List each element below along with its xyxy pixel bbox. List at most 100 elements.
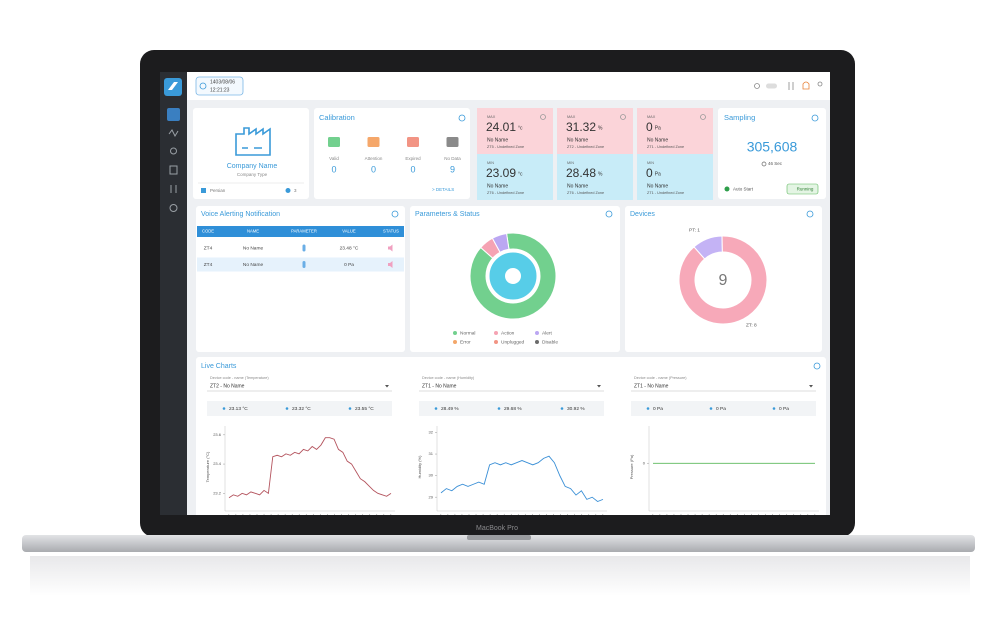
sensor-zone: ZT1 - Undefined Zone bbox=[647, 191, 684, 195]
y-tick-label: 23.6 bbox=[213, 432, 222, 437]
company-count: 3 bbox=[294, 188, 297, 193]
stats-bar bbox=[207, 401, 392, 416]
help-icon[interactable] bbox=[811, 114, 819, 122]
sensor-icon bbox=[620, 114, 626, 120]
card-title: Sampling bbox=[724, 113, 755, 122]
nav-transfer[interactable] bbox=[170, 185, 177, 193]
calibration-icon bbox=[446, 137, 459, 147]
top-icons bbox=[754, 81, 823, 90]
calibration-icon bbox=[407, 137, 419, 147]
legend-swatch bbox=[453, 340, 457, 344]
sidebar bbox=[160, 72, 187, 515]
calibration-value: 0 bbox=[331, 164, 336, 174]
count-icon bbox=[285, 188, 291, 193]
stat-icon bbox=[434, 407, 438, 410]
sensor-value: 0 bbox=[646, 166, 653, 180]
calibration-label: Expired bbox=[405, 156, 421, 161]
company-type: Company Type bbox=[237, 172, 268, 177]
sensor-icon bbox=[700, 114, 706, 120]
calibration-card bbox=[314, 108, 470, 199]
device-select: ZT2 - No Name bbox=[210, 383, 245, 389]
sampling-card bbox=[718, 108, 826, 199]
sensor-min-panel bbox=[557, 154, 633, 200]
sensor-value: 24.01 bbox=[486, 120, 516, 134]
stat-value: 30.92 % bbox=[567, 406, 585, 412]
devices-card bbox=[625, 206, 822, 352]
legend-label: Normal bbox=[460, 330, 475, 336]
details-link[interactable]: > DETAILS bbox=[432, 187, 454, 192]
stat-value: 0 Pa bbox=[653, 406, 663, 412]
company-name: Company Name bbox=[227, 163, 278, 170]
laptop-base bbox=[22, 535, 975, 552]
select-label: Device code - name (Pressure) bbox=[634, 376, 687, 380]
sensor-unit: °c bbox=[518, 171, 523, 177]
stat-value: 23.55 °C bbox=[355, 406, 374, 412]
user-button[interactable] bbox=[817, 81, 823, 87]
nav-icons bbox=[168, 129, 179, 212]
date-icon bbox=[199, 82, 207, 90]
logo-mark bbox=[168, 82, 178, 90]
date: 1403/08/06 bbox=[210, 79, 235, 85]
notification-button[interactable] bbox=[802, 81, 810, 90]
help-button[interactable] bbox=[754, 83, 760, 89]
date-box[interactable] bbox=[195, 76, 244, 96]
legend-label: Unplugged bbox=[501, 339, 525, 345]
data-line bbox=[228, 437, 392, 499]
help-icon[interactable] bbox=[813, 362, 821, 370]
card-title: Voice Alerting Notification bbox=[201, 211, 280, 218]
help-icon[interactable] bbox=[458, 114, 466, 122]
running-status: Running bbox=[797, 187, 814, 192]
nav-reports[interactable] bbox=[169, 165, 178, 175]
help-icon[interactable] bbox=[391, 210, 399, 218]
stats-bar bbox=[631, 401, 816, 416]
time: 12:21:23 bbox=[210, 87, 230, 93]
nav-dashboard[interactable] bbox=[167, 108, 180, 121]
table-header bbox=[197, 226, 404, 237]
y-tick-label: 31 bbox=[429, 451, 434, 456]
select-caret[interactable] bbox=[809, 385, 813, 388]
live-card bbox=[196, 357, 826, 515]
y-axis-label: Humidity (%) bbox=[417, 455, 422, 479]
sensor-tag: MAX bbox=[567, 115, 576, 119]
reflection bbox=[30, 556, 970, 596]
nav-map[interactable] bbox=[170, 147, 177, 155]
help-icon[interactable] bbox=[806, 210, 814, 218]
column-header: CODE bbox=[202, 229, 214, 234]
device-select: ZT1 - No Name bbox=[634, 383, 669, 389]
sensor-zone: ZT6 - Undefined Zone bbox=[567, 191, 604, 195]
help-icon[interactable] bbox=[605, 210, 613, 218]
running-button[interactable] bbox=[786, 183, 819, 195]
legend-swatch bbox=[535, 340, 539, 344]
nav-charts[interactable] bbox=[168, 129, 179, 138]
stat-icon bbox=[646, 407, 650, 410]
slice-label: ZT: 8 bbox=[746, 322, 757, 328]
language-icon bbox=[201, 188, 206, 193]
column-header: PARAMETER bbox=[291, 229, 317, 234]
parameter-icon bbox=[302, 244, 306, 252]
screen: 1403/08/06 12:21:23 Company Name Company … bbox=[160, 72, 830, 515]
column-header: STATUS bbox=[383, 229, 399, 234]
sensor-unit: Pa bbox=[655, 171, 661, 177]
sensor-name: No Name bbox=[487, 137, 508, 143]
theme-toggle[interactable] bbox=[766, 83, 777, 89]
y-tick-label: 0 bbox=[643, 460, 646, 465]
calibration-icon bbox=[328, 137, 340, 147]
y-tick-label: 30 bbox=[429, 473, 434, 478]
sensor-tag: MAX bbox=[647, 115, 656, 119]
nav-settings[interactable] bbox=[169, 204, 178, 212]
cell-code: ZT4 bbox=[204, 245, 213, 251]
stat-value: 23.32 °C bbox=[292, 406, 311, 412]
select-caret[interactable] bbox=[385, 385, 389, 388]
auto-start-check[interactable] bbox=[724, 186, 730, 192]
transfer-button[interactable] bbox=[788, 82, 794, 90]
auto-start: Auto Start bbox=[733, 187, 754, 192]
sensor-icon bbox=[540, 114, 546, 120]
legend-swatch bbox=[535, 331, 539, 335]
stats-bar bbox=[419, 401, 604, 416]
sensor-zone: ZT2 - Undefined Zone bbox=[567, 145, 604, 149]
donut-slice bbox=[678, 235, 768, 325]
sensor-zone: ZT1 - Undefined Zone bbox=[647, 145, 684, 149]
select-caret[interactable] bbox=[597, 385, 601, 388]
cell-value: 0 Pa bbox=[344, 262, 354, 268]
sensor-value: 23.09 bbox=[486, 166, 516, 180]
